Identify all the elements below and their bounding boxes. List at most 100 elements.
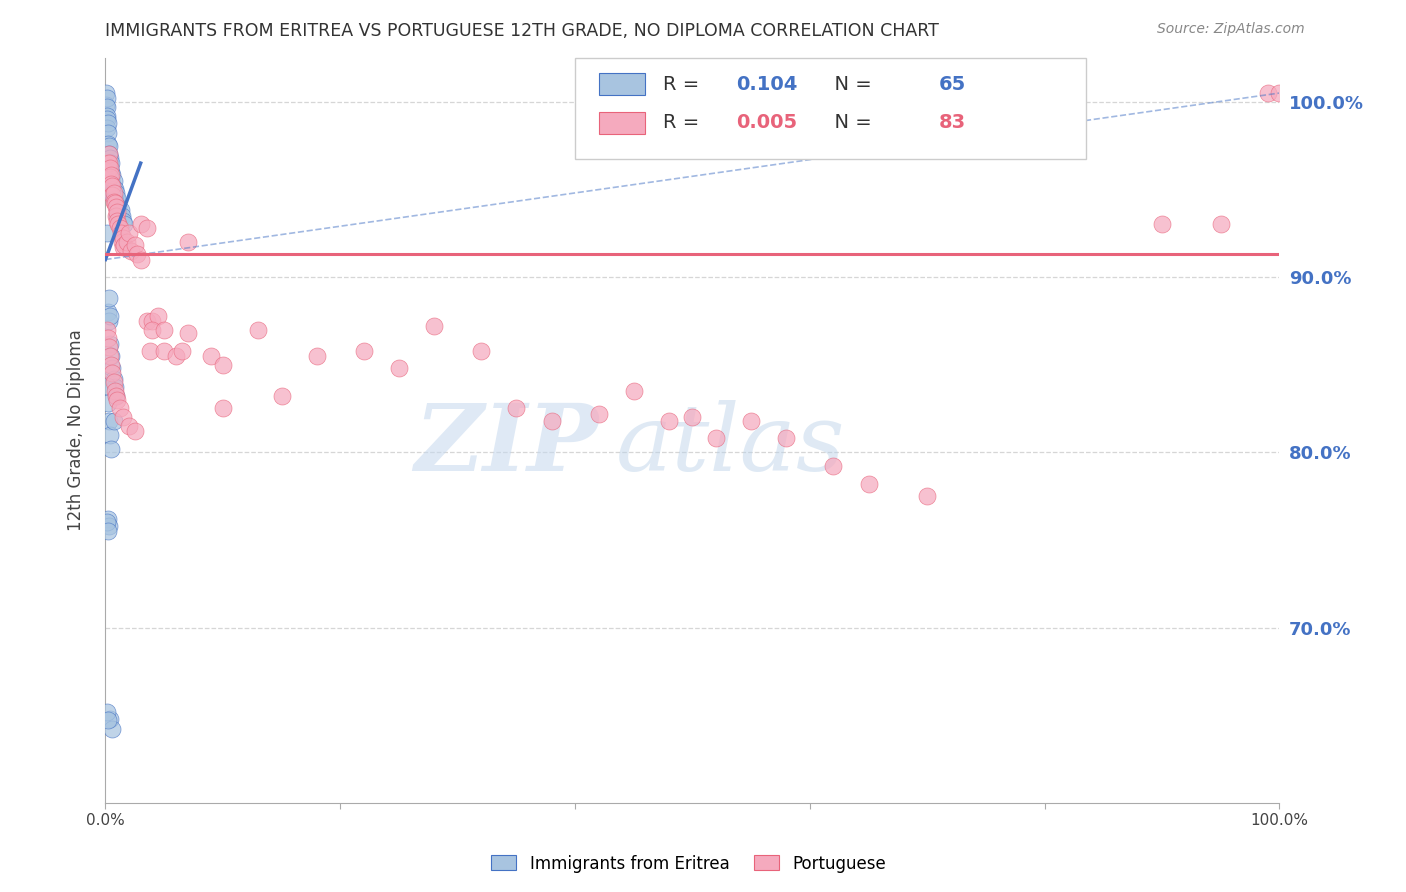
Point <box>105 209 128 223</box>
Point <box>1150 218 1173 232</box>
Text: ZIP: ZIP <box>415 401 599 491</box>
Point <box>681 410 703 425</box>
Point <box>103 174 125 188</box>
Point <box>588 407 610 421</box>
Point <box>211 358 233 372</box>
Point <box>97 396 120 410</box>
Text: R =: R = <box>664 113 706 132</box>
Point <box>105 209 128 223</box>
Point <box>105 196 128 211</box>
Point <box>470 343 492 358</box>
Point <box>170 343 193 358</box>
Point <box>623 384 645 398</box>
FancyBboxPatch shape <box>599 112 645 134</box>
Point <box>103 414 125 428</box>
Point <box>98 291 121 305</box>
Point <box>97 136 120 151</box>
Point <box>124 238 146 252</box>
Point <box>111 209 134 223</box>
Point <box>98 138 121 153</box>
Point <box>96 109 118 123</box>
Point <box>94 86 117 100</box>
Point <box>127 247 149 261</box>
Point <box>96 323 118 337</box>
Point <box>105 191 128 205</box>
Point <box>108 401 131 416</box>
Point <box>115 235 138 249</box>
Point <box>100 349 122 363</box>
Point <box>96 705 118 719</box>
Point <box>98 160 121 174</box>
Point <box>1257 86 1279 100</box>
Point <box>98 309 121 323</box>
Point <box>211 401 233 416</box>
Text: 0.104: 0.104 <box>735 75 797 94</box>
Point <box>129 252 152 267</box>
Point <box>97 331 120 345</box>
Point <box>165 349 187 363</box>
Legend: Immigrants from Eritrea, Portuguese: Immigrants from Eritrea, Portuguese <box>485 848 893 880</box>
Text: N =: N = <box>821 75 877 94</box>
Point <box>153 323 176 337</box>
Point <box>97 126 120 140</box>
Point <box>100 174 122 188</box>
Point <box>103 194 125 209</box>
Text: 65: 65 <box>939 75 966 94</box>
Point <box>111 235 134 249</box>
Point <box>96 100 118 114</box>
Point <box>100 182 122 196</box>
Point <box>112 410 135 425</box>
Point <box>176 235 198 249</box>
Point <box>200 349 222 363</box>
Point <box>270 389 292 403</box>
Point <box>135 314 157 328</box>
Point <box>915 489 938 503</box>
Point <box>96 516 118 530</box>
Point <box>118 419 141 434</box>
Point <box>105 214 128 228</box>
Point <box>858 476 880 491</box>
Point <box>105 389 128 403</box>
Point <box>98 147 121 161</box>
Point <box>103 372 125 386</box>
Point <box>101 169 124 183</box>
Point <box>94 98 117 112</box>
Point <box>353 343 375 358</box>
Point <box>104 380 127 394</box>
Point <box>101 177 124 191</box>
Point <box>388 361 411 376</box>
Point <box>98 712 121 726</box>
Point <box>103 182 125 196</box>
Point <box>97 156 120 170</box>
Point <box>823 459 845 474</box>
Point <box>98 165 121 179</box>
Point <box>110 203 132 218</box>
Point <box>101 367 124 381</box>
Text: atlas: atlas <box>616 401 845 491</box>
Point <box>118 226 141 240</box>
Point <box>112 218 135 232</box>
Point <box>100 442 122 456</box>
Point <box>103 191 125 205</box>
Point <box>98 170 121 185</box>
Point <box>105 200 128 214</box>
Point <box>97 524 120 538</box>
Point <box>112 240 135 254</box>
Point <box>98 336 121 351</box>
Point <box>153 343 176 358</box>
Point <box>98 427 121 442</box>
Text: R =: R = <box>664 75 706 94</box>
Point <box>740 414 762 428</box>
Point <box>104 191 127 205</box>
Point <box>112 238 135 252</box>
Point <box>96 378 118 392</box>
Point <box>103 186 125 200</box>
Point <box>176 326 198 340</box>
Point <box>98 151 121 165</box>
Point <box>98 349 121 363</box>
Point <box>98 340 121 354</box>
Point <box>141 314 163 328</box>
Point <box>704 431 727 445</box>
Point <box>540 414 562 428</box>
Point <box>97 116 120 130</box>
